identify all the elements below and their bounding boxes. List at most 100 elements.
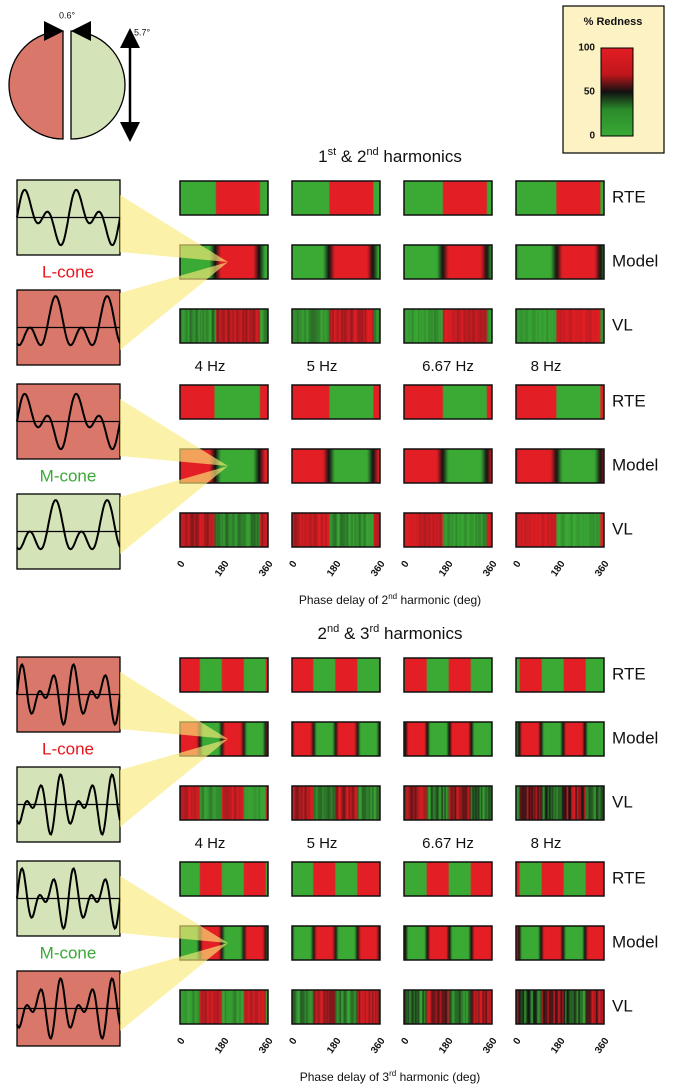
x-tick-label: 180 (437, 1036, 456, 1056)
projection-wedge (120, 466, 228, 554)
projection-wedge (120, 943, 228, 1031)
response-strip (515, 785, 605, 821)
x-tick-label: 180 (549, 559, 568, 579)
waveform (16, 188, 121, 247)
response-strip (291, 861, 381, 897)
response-strip (291, 384, 381, 420)
frequency-label: 4 Hz (195, 835, 226, 852)
section: 1st & 2nd harmonicsL-coneRTEModelVLM-con… (16, 146, 658, 607)
response-strip (179, 512, 269, 548)
response-strip (515, 989, 605, 1025)
response-strip (291, 512, 381, 548)
response-strip (403, 180, 493, 216)
response-strip (403, 448, 493, 484)
waveform (16, 499, 121, 551)
text-part: & 2 (336, 147, 366, 166)
cone-label: L-cone (42, 262, 94, 281)
legend: % Redness (562, 5, 665, 154)
response-strip (515, 512, 605, 548)
waveform (16, 392, 121, 451)
x-tick-label: 180 (437, 559, 456, 579)
row-label: RTE (612, 868, 646, 887)
response-strip (179, 180, 269, 216)
legend-title: % Redness (584, 16, 643, 28)
row-label: RTE (612, 664, 646, 683)
text-part: nd (327, 623, 339, 635)
x-tick-label: 180 (213, 1036, 232, 1056)
response-strip (291, 989, 381, 1025)
x-tick-label: 0 (175, 1036, 187, 1047)
response-strip (179, 785, 269, 821)
row-label: VL (612, 519, 633, 538)
response-strip (403, 512, 493, 548)
response-strip (403, 925, 493, 961)
waveform (16, 295, 121, 347)
text-part: 2 (318, 624, 327, 643)
frequency-label: 6.67 Hz (422, 835, 474, 852)
projection-wedge (120, 739, 228, 827)
response-strip (515, 861, 605, 897)
response-strip (515, 448, 605, 484)
response-strip (515, 657, 605, 693)
waveform (16, 866, 121, 931)
height-label: 5.7° (134, 27, 151, 37)
response-strip (403, 384, 493, 420)
section-title: 1st & 2nd harmonics (318, 146, 462, 167)
response-strip (403, 861, 493, 897)
section-title: 2nd & 3rd harmonics (318, 623, 463, 644)
gap-label: 0.6° (59, 10, 76, 20)
text-part: 1 (318, 147, 327, 166)
x-tick-label: 0 (399, 1036, 411, 1047)
frequency-label: 6.67 Hz (422, 358, 474, 375)
text-part: harmonic (deg) (397, 593, 481, 607)
row-label: VL (612, 315, 633, 334)
response-strip (179, 384, 269, 420)
x-tick-label: 180 (549, 1036, 568, 1056)
waveform (16, 662, 121, 727)
text-part: harmonic (deg) (396, 1070, 480, 1084)
response-strip (403, 989, 493, 1025)
response-strip (291, 721, 381, 757)
text-part: rd (389, 1069, 396, 1078)
response-strip (179, 657, 269, 693)
frequency-label: 4 Hz (195, 358, 226, 375)
projection-wedge (120, 262, 228, 350)
text-part: st (328, 146, 337, 158)
projection-wedge (120, 399, 228, 466)
x-tick-label: 360 (369, 559, 388, 579)
response-strip (403, 721, 493, 757)
row-label: VL (612, 792, 633, 811)
section: 2nd & 3rd harmonics L-cone RTE Model VL M-con… (16, 623, 658, 1084)
text-part: harmonics (379, 624, 462, 643)
response-strip (179, 308, 269, 344)
cone-label: M-cone (40, 943, 97, 962)
legend-tick-label: 100 (578, 43, 595, 54)
stimulus: 0.6° 5.7° (8, 10, 151, 142)
row-label: RTE (612, 187, 646, 206)
row-label: VL (612, 996, 633, 1015)
left-hemifield (8, 30, 64, 140)
x-tick-label: 0 (511, 559, 523, 570)
response-strip (515, 384, 605, 420)
frequency-label: 5 Hz (307, 835, 338, 852)
text-part: nd (366, 146, 378, 158)
response-strip (291, 785, 381, 821)
row-label: Model (612, 728, 658, 747)
x-tick-label: 360 (257, 559, 276, 579)
x-tick-label: 360 (257, 1036, 276, 1056)
projection-wedge (120, 195, 228, 262)
response-strip (515, 721, 605, 757)
waveform (16, 773, 121, 836)
projection-wedge (120, 672, 228, 739)
x-tick-label: 180 (325, 559, 344, 579)
legend-colorbar (600, 47, 634, 137)
x-tick-label: 360 (593, 1036, 612, 1056)
frequency-label: 8 Hz (531, 358, 562, 375)
legend-tick-label: 50 (584, 87, 596, 98)
frequency-label: 8 Hz (531, 835, 562, 852)
x-tick-label: 360 (369, 1036, 388, 1056)
response-strip (403, 308, 493, 344)
cone-label: L-cone (42, 739, 94, 758)
row-label: Model (612, 932, 658, 951)
